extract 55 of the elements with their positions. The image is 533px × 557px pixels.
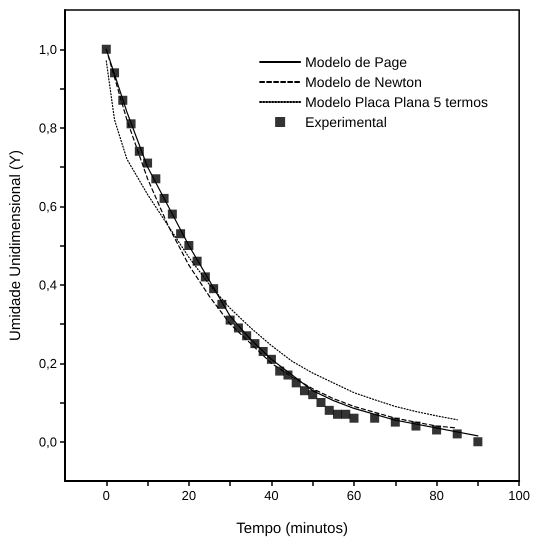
x-tick-label: 0	[102, 488, 110, 503]
point	[184, 241, 194, 250]
point	[102, 44, 111, 54]
point	[110, 68, 120, 78]
point	[143, 158, 152, 168]
point	[275, 366, 284, 376]
point	[151, 174, 160, 184]
y-tick-label: 0,2	[38, 356, 57, 371]
point	[390, 418, 400, 427]
point	[118, 96, 128, 105]
point	[283, 370, 292, 380]
x-axis-title: Tempo (minutos)	[236, 520, 348, 537]
x-tick-label: 20	[182, 488, 196, 503]
point	[411, 422, 420, 431]
point	[370, 414, 380, 423]
point	[168, 210, 177, 219]
point	[176, 229, 186, 238]
point	[217, 300, 226, 309]
point	[134, 146, 144, 156]
point	[126, 119, 136, 128]
point	[316, 398, 326, 407]
point	[200, 272, 210, 282]
point	[192, 256, 202, 266]
point	[350, 414, 359, 423]
point	[341, 410, 350, 419]
point	[160, 194, 169, 203]
point	[300, 386, 309, 396]
y-tick-label: 0,6	[38, 198, 57, 214]
legend-label: Modelo Placa Plana 5 termos	[305, 94, 488, 110]
point	[473, 437, 482, 446]
point	[226, 316, 235, 325]
x-tick-label: 40	[264, 488, 279, 503]
y-tick-label: 0,8	[38, 120, 57, 136]
point	[452, 429, 462, 438]
point	[234, 323, 243, 332]
y-tick-label: 0,4	[38, 277, 57, 292]
legend-label: Modelo de Newton	[305, 74, 422, 90]
legend-label: Experimental	[305, 114, 387, 130]
x-tick-label: 60	[346, 488, 362, 503]
point	[258, 346, 268, 356]
point	[209, 284, 218, 294]
y-axis-title: Umidade Unidimensional (Y)	[7, 150, 24, 341]
y-tick-label: 1,0	[38, 42, 57, 57]
point	[242, 331, 252, 340]
x-tick-label: 80	[429, 488, 444, 503]
x-tick-label: 100	[508, 488, 530, 503]
point	[266, 354, 276, 364]
point	[324, 406, 334, 415]
point	[332, 410, 342, 419]
point	[308, 390, 318, 400]
point	[292, 378, 301, 388]
y-tick-label: 0,0	[38, 434, 57, 450]
point	[432, 425, 442, 434]
point	[250, 339, 260, 348]
legend-label: Modelo de Page	[305, 54, 408, 70]
